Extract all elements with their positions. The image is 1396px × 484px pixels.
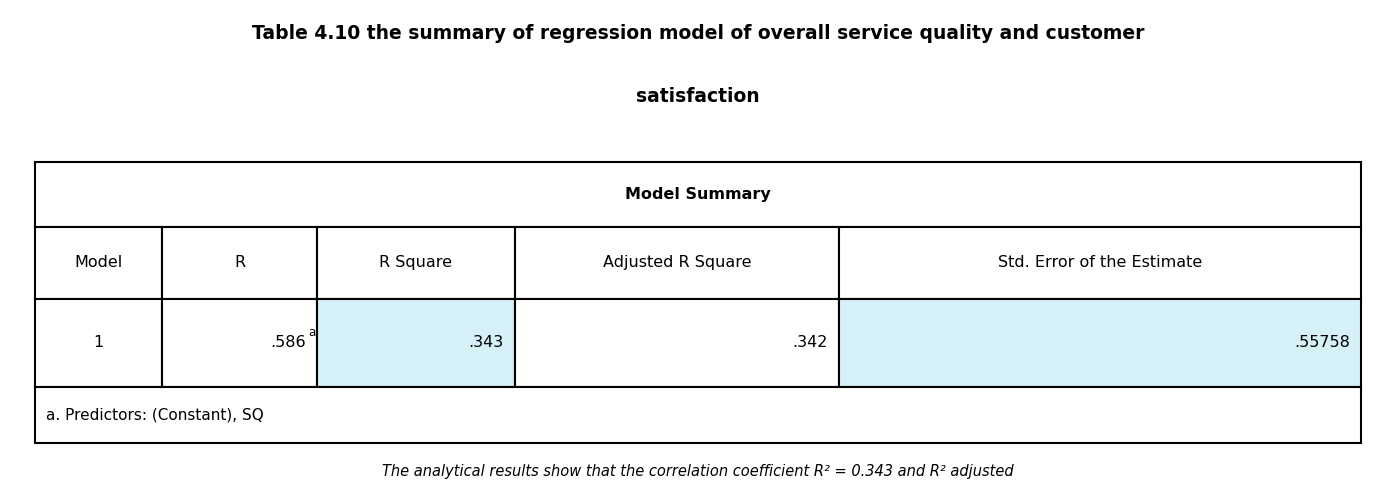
FancyBboxPatch shape [839, 299, 1361, 387]
Text: Std. Error of the Estimate: Std. Error of the Estimate [998, 256, 1202, 271]
Text: R: R [235, 256, 246, 271]
Text: a. Predictors: (Constant), SQ: a. Predictors: (Constant), SQ [46, 408, 264, 423]
FancyBboxPatch shape [162, 299, 317, 387]
FancyBboxPatch shape [35, 299, 162, 387]
Text: Model Summary: Model Summary [625, 187, 771, 202]
FancyBboxPatch shape [35, 387, 1361, 443]
Text: a: a [309, 326, 315, 339]
FancyBboxPatch shape [515, 299, 839, 387]
Text: Adjusted R Square: Adjusted R Square [603, 256, 751, 271]
Text: .343: .343 [468, 335, 504, 350]
Text: Table 4.10 the summary of regression model of overall service quality and custom: Table 4.10 the summary of regression mod… [251, 24, 1145, 44]
FancyBboxPatch shape [317, 299, 515, 387]
Text: .55758: .55758 [1294, 335, 1350, 350]
Text: .586: .586 [271, 335, 306, 350]
Text: Model: Model [74, 256, 123, 271]
FancyBboxPatch shape [162, 227, 317, 299]
Text: The analytical results show that the correlation coefficient R² = 0.343 and R² a: The analytical results show that the cor… [383, 465, 1013, 479]
Text: satisfaction: satisfaction [637, 87, 759, 106]
FancyBboxPatch shape [317, 227, 515, 299]
FancyBboxPatch shape [35, 227, 162, 299]
Text: 1: 1 [94, 335, 103, 350]
FancyBboxPatch shape [35, 162, 1361, 227]
FancyBboxPatch shape [515, 227, 839, 299]
FancyBboxPatch shape [839, 227, 1361, 299]
Text: .342: .342 [793, 335, 828, 350]
Text: R Square: R Square [380, 256, 452, 271]
